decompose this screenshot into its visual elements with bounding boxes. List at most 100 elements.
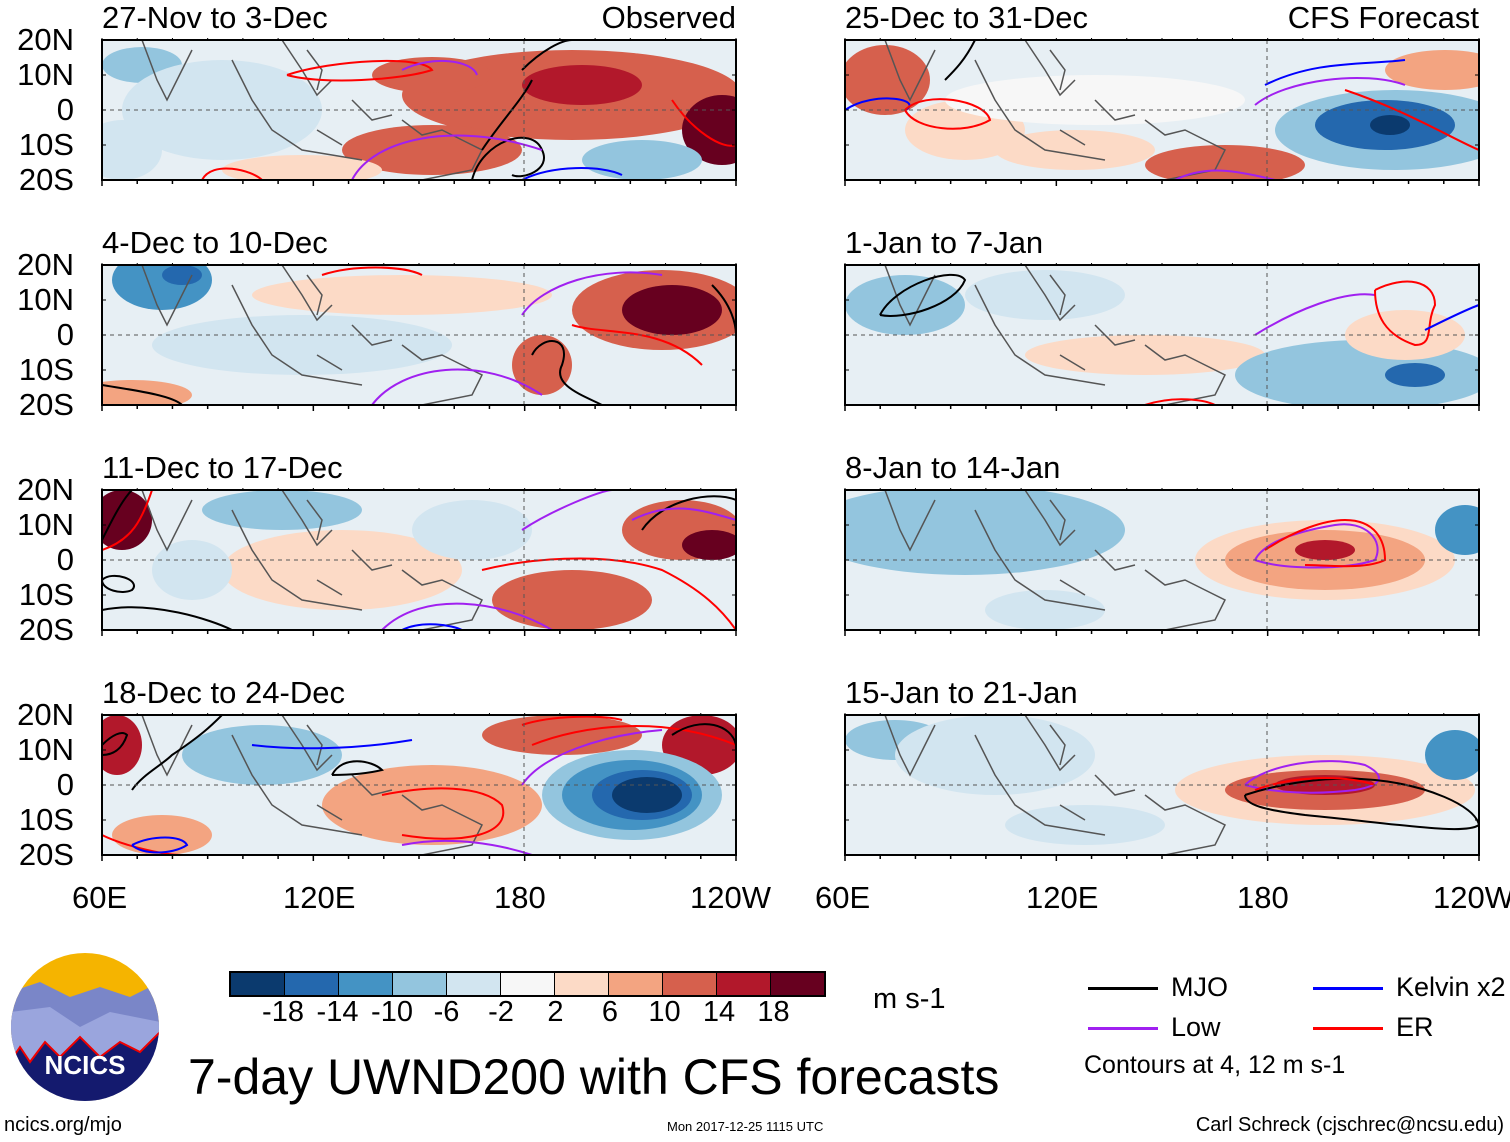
contour-line — [131, 836, 189, 854]
contour-line — [641, 495, 736, 531]
legend-label: Low — [1171, 1012, 1221, 1042]
lon-tick-label: 120W — [1433, 880, 1510, 915]
contour-line — [671, 99, 736, 147]
contour-line — [331, 760, 384, 776]
shading-region — [512, 335, 572, 395]
ncics-logo: NCICS — [11, 953, 159, 1101]
lat-tick-label: 10N — [17, 282, 74, 317]
shading-region — [492, 570, 652, 630]
contour-line — [531, 340, 603, 405]
legend-label: ER — [1396, 1012, 1434, 1042]
contour-line — [131, 715, 223, 791]
coastline — [141, 490, 484, 630]
main-title: 7-day UWND200 with CFS forecasts — [188, 1049, 1000, 1105]
lat-tick-label: 0 — [56, 767, 74, 802]
shading-region — [845, 275, 965, 335]
lon-tick-label: 180 — [1237, 880, 1289, 915]
shading-region — [1370, 115, 1410, 135]
contour-line — [321, 266, 423, 276]
coastline — [141, 265, 484, 405]
colorbar-swatch — [555, 973, 609, 995]
panel-title: 8-Jan to 14-Jan — [845, 450, 1061, 485]
shading-region — [995, 130, 1155, 170]
shading-region — [682, 95, 736, 165]
shading-region — [985, 590, 1105, 630]
contour-line — [286, 59, 434, 82]
map-panel-7 — [101, 713, 737, 861]
shading-region — [102, 490, 152, 550]
contour-line — [1174, 169, 1276, 180]
coastline — [141, 715, 484, 855]
panel-title: 4-Dec to 10-Dec — [102, 225, 328, 260]
map-panel-8 — [844, 713, 1480, 861]
legend-line-low — [1088, 1027, 1158, 1030]
map-panel-1 — [101, 38, 737, 186]
panel-title: 15-Jan to 21-Jan — [845, 675, 1078, 710]
contour-line — [401, 59, 478, 76]
contour-line — [1254, 777, 1376, 791]
colorbar-tick-label: -10 — [371, 996, 413, 1028]
lat-tick-label: 10N — [17, 507, 74, 542]
contour-line — [102, 732, 129, 756]
shading-region — [1145, 145, 1305, 180]
contour-line — [1264, 518, 1387, 568]
legend-line-mjo — [1088, 987, 1158, 990]
shading-region — [222, 155, 382, 180]
shading-region — [1385, 363, 1445, 387]
lon-tick-label: 120E — [283, 880, 356, 915]
colorbar-tick-label: -18 — [262, 996, 304, 1028]
lat-tick-label: 10S — [18, 127, 74, 162]
panel-title: 27-Nov to 3-Dec — [102, 0, 328, 35]
colorbar-tick-label: 18 — [757, 996, 790, 1028]
shading-region — [162, 265, 202, 285]
shading-region — [112, 815, 212, 855]
contour-line — [481, 557, 736, 630]
contour-line — [631, 507, 736, 521]
shading-region — [252, 275, 552, 315]
shading-region — [1435, 505, 1479, 555]
colorbar-tick-label: 6 — [601, 996, 619, 1028]
contour-line — [401, 623, 463, 630]
coastline — [884, 715, 1227, 855]
footer-author: Carl Schreck (cjschrec@ncsu.edu) — [1195, 1114, 1504, 1136]
shading-region — [895, 715, 1095, 795]
coastline — [884, 40, 1227, 180]
lon-tick-label: 60E — [815, 880, 871, 915]
colorbar-swatch — [609, 973, 663, 995]
legend-label: Kelvin x2 — [1396, 972, 1506, 1002]
lon-tick-label: 180 — [494, 880, 546, 915]
contour-line — [521, 167, 623, 180]
colorbar-tick-label: 2 — [547, 996, 564, 1028]
shading-region — [682, 530, 736, 560]
contour-line — [102, 490, 133, 541]
panel-title: 25-Dec to 31-Dec — [845, 0, 1088, 35]
contour-line — [1144, 398, 1216, 405]
panel-tag: CFS Forecast — [1287, 0, 1479, 35]
contour-line — [1244, 760, 1380, 794]
contour-line — [102, 574, 135, 593]
shading-region — [1385, 50, 1479, 90]
lat-tick-label: 0 — [56, 92, 74, 127]
contour-line — [381, 787, 505, 840]
lat-tick-label: 10N — [17, 57, 74, 92]
contour-line — [571, 324, 703, 366]
colorbar-swatch — [231, 973, 285, 995]
lon-tick-label: 120W — [690, 880, 771, 915]
map-panel-6 — [844, 488, 1480, 636]
lat-tick-label: 20N — [17, 472, 74, 507]
lat-tick-label: 20S — [18, 162, 74, 197]
map-panel-2 — [844, 38, 1480, 186]
footer-timestamp: Mon 2017-12-25 1115 UTC — [667, 1119, 824, 1134]
map-panel-3 — [101, 263, 737, 411]
colorbar-swatch — [717, 973, 771, 995]
lat-tick-label: 20N — [17, 22, 74, 57]
contour-line — [879, 274, 967, 317]
contour-line — [521, 715, 623, 726]
colorbar-swatch — [285, 973, 339, 995]
contour-line — [944, 40, 976, 81]
contour-note: Contours at 4, 12 m s-1 — [1084, 1051, 1346, 1079]
lat-tick-label: 0 — [56, 542, 74, 577]
shading-region — [1425, 730, 1479, 780]
lat-tick-label: 10N — [17, 732, 74, 767]
